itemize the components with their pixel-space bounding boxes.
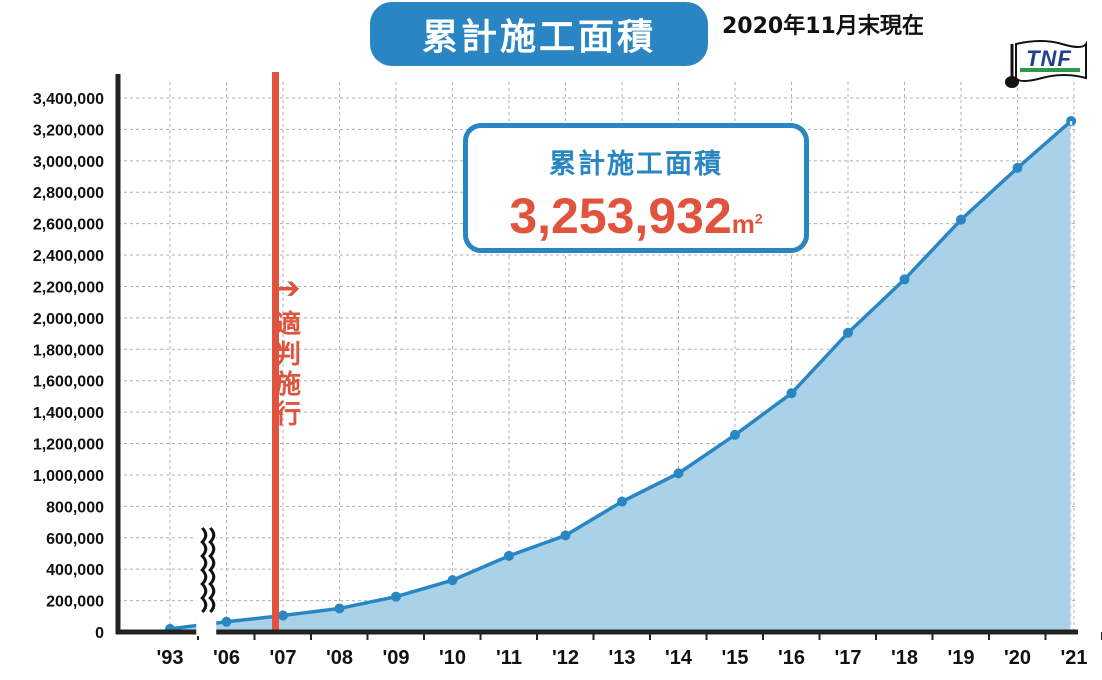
data-point bbox=[1012, 162, 1023, 173]
y-tick-label: 800,000 bbox=[46, 499, 104, 516]
chart-title: 累計施工面積 bbox=[370, 2, 708, 66]
data-point bbox=[391, 591, 401, 602]
data-point bbox=[843, 327, 853, 338]
y-tick-label: 400,000 bbox=[46, 562, 104, 579]
y-tick-label: 2,600,000 bbox=[33, 217, 104, 234]
y-tick-label: 600,000 bbox=[46, 531, 104, 548]
x-tick-label: '06 bbox=[213, 647, 240, 669]
data-point bbox=[334, 603, 345, 614]
y-tick-label: 2,200,000 bbox=[33, 279, 104, 296]
as-of-date: 2020年11月末現在 bbox=[722, 14, 924, 39]
total-callout: 累計施工面積 3,253,932m2 bbox=[463, 123, 809, 253]
data-point bbox=[447, 575, 458, 586]
law-note-text: 適判施行 bbox=[274, 310, 301, 430]
data-point bbox=[221, 616, 232, 627]
area-fill bbox=[170, 120, 1072, 632]
x-tick-label: '15 bbox=[721, 647, 748, 669]
x-tick-label: '10 bbox=[439, 647, 466, 669]
x-tick-label: '16 bbox=[778, 647, 805, 669]
y-tick-label: 1,000,000 bbox=[33, 468, 104, 485]
y-tick-label: 2,800,000 bbox=[33, 185, 104, 202]
data-point bbox=[730, 429, 740, 440]
y-tick-label: 1,200,000 bbox=[33, 437, 104, 454]
data-point bbox=[899, 274, 910, 285]
y-tick-label: 2,400,000 bbox=[33, 248, 104, 265]
data-point bbox=[673, 468, 684, 479]
law-marker-line bbox=[272, 72, 279, 632]
y-tick-label: 2,000,000 bbox=[33, 311, 104, 328]
x-tick-label: '08 bbox=[326, 647, 353, 669]
x-tick-label: '19 bbox=[947, 647, 974, 669]
y-tick-label: 1,600,000 bbox=[33, 374, 104, 391]
x-tick-label: '18 bbox=[891, 647, 918, 669]
y-tick-label: 0 bbox=[95, 625, 104, 642]
x-tick-label: '17 bbox=[834, 647, 861, 669]
axis-break-icon bbox=[200, 526, 208, 614]
data-point bbox=[278, 610, 288, 621]
data-point bbox=[956, 214, 966, 225]
y-tick-label: 1,800,000 bbox=[33, 342, 104, 359]
total-unit: m2 bbox=[731, 209, 763, 239]
data-point bbox=[617, 496, 627, 507]
data-point bbox=[504, 550, 514, 561]
axis-break-icon bbox=[208, 526, 216, 614]
x-tick-label: '20 bbox=[1004, 647, 1031, 669]
total-value-row: 3,253,932m2 bbox=[468, 187, 804, 245]
total-label: 累計施工面積 bbox=[549, 149, 723, 180]
law-enforcement-note: ➔ 適判施行 bbox=[268, 271, 308, 431]
total-value: 3,253,932 bbox=[509, 188, 732, 244]
data-point bbox=[560, 530, 571, 541]
y-tick-label: 200,000 bbox=[46, 594, 104, 611]
right-arrow-icon: ➔ bbox=[275, 271, 301, 306]
y-tick-label: 1,400,000 bbox=[33, 405, 104, 422]
x-tick-label: '09 bbox=[382, 647, 409, 669]
y-tick-label: 3,400,000 bbox=[33, 91, 104, 108]
data-point bbox=[786, 388, 797, 399]
x-tick-label: '11 bbox=[496, 647, 522, 669]
tnf-flag-logo bbox=[1005, 40, 1087, 88]
x-tick-label: '13 bbox=[608, 647, 635, 669]
x-tick-label: '21 bbox=[1060, 647, 1087, 669]
logo-text: TNF bbox=[1026, 46, 1072, 71]
y-tick-label: 3,200,000 bbox=[33, 122, 104, 139]
y-tick-label: 3,000,000 bbox=[33, 154, 104, 171]
x-tick-label: '93 bbox=[156, 647, 183, 669]
x-tick-label: '14 bbox=[665, 647, 693, 669]
x-tick-label: '12 bbox=[552, 647, 579, 669]
x-tick-label: '07 bbox=[269, 647, 296, 669]
